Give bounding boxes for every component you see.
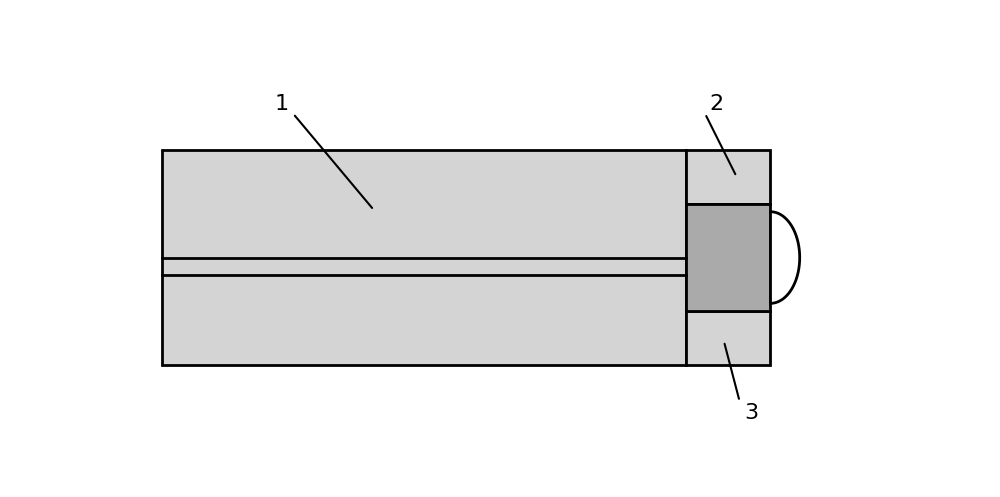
- Polygon shape: [770, 212, 800, 303]
- Text: 2: 2: [709, 93, 724, 113]
- Text: 1: 1: [274, 93, 289, 113]
- Text: 3: 3: [744, 403, 758, 423]
- Bar: [686, 312, 770, 365]
- Bar: [686, 150, 770, 204]
- Bar: [162, 150, 686, 365]
- Bar: [686, 204, 770, 312]
